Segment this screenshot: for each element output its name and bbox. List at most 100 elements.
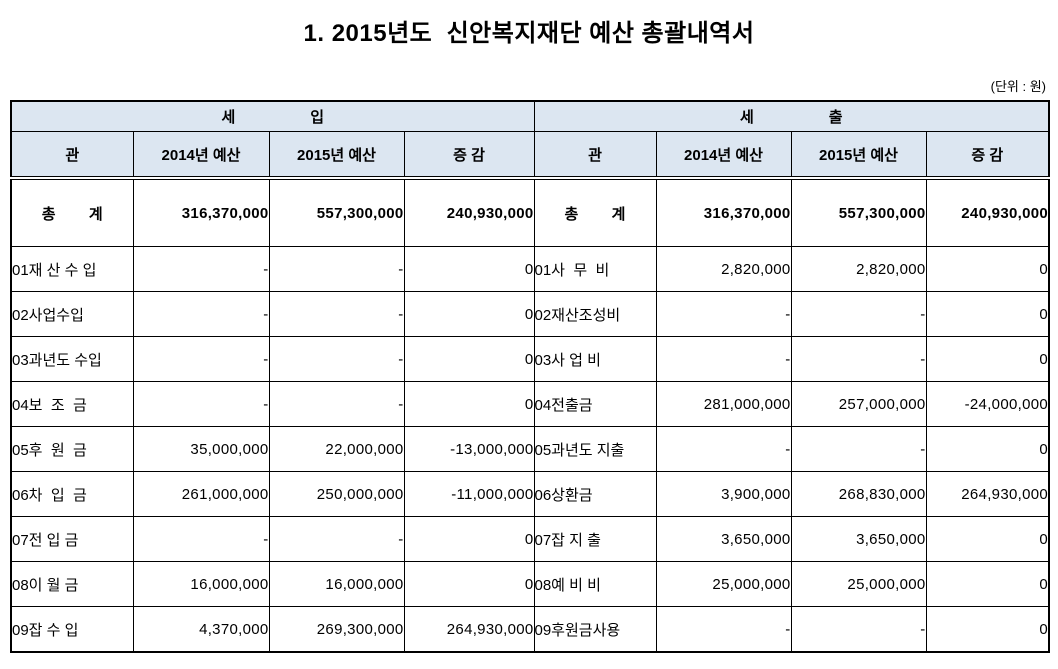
- budget-2014-cell: 4,370,000: [132, 606, 270, 653]
- category-cell: 06차 입 금: [10, 471, 134, 517]
- budget-2015-cell: -: [790, 606, 927, 653]
- change-cell: 0: [403, 381, 535, 427]
- change-cell: 0: [925, 606, 1050, 653]
- col-header-revenue-2015: 2015년 예산: [268, 131, 405, 180]
- table-row: 02사업수입 - - 0 02재산조성비 - - 0: [10, 291, 1050, 337]
- change-cell: 0: [925, 561, 1050, 607]
- category-cell: 05후 원 금: [10, 426, 134, 472]
- total-row: 총 계 316,370,000 557,300,000 240,930,000 …: [10, 177, 1050, 247]
- budget-table: 세 입 세 출 관 2014년 예산 2015년 예산 증 감 관 2014년 …: [10, 100, 1050, 653]
- category-cell: 09후원금사용: [533, 606, 657, 653]
- change-cell: 0: [403, 336, 535, 382]
- col-header-expenditure-change: 증 감: [925, 131, 1050, 180]
- table-row: 06차 입 금 261,000,000 250,000,000 -11,000,…: [10, 471, 1050, 517]
- budget-2015-cell: 22,000,000: [268, 426, 405, 472]
- category-cell: 총 계: [533, 177, 657, 247]
- budget-2014-cell: -: [132, 336, 270, 382]
- change-cell: 0: [403, 291, 535, 337]
- budget-2014-cell: 316,370,000: [132, 177, 270, 247]
- category-cell: 09잡 수 입: [10, 606, 134, 653]
- table-row: 07전 입 금 - - 0 07잡 지 출 3,650,000 3,650,00…: [10, 516, 1050, 562]
- unit-note: (단위 : 원): [990, 79, 1046, 94]
- budget-2015-cell: -: [268, 336, 405, 382]
- budget-2014-cell: -: [132, 516, 270, 562]
- change-cell: -24,000,000: [925, 381, 1050, 427]
- budget-2015-cell: 2,820,000: [790, 246, 927, 292]
- budget-2015-cell: 3,650,000: [790, 516, 927, 562]
- budget-2014-cell: -: [655, 606, 792, 653]
- budget-2015-cell: -: [790, 336, 927, 382]
- budget-2015-cell: -: [268, 246, 405, 292]
- budget-2014-cell: -: [132, 246, 270, 292]
- group-header-revenue: 세 입: [10, 100, 535, 132]
- column-header-row: 관 2014년 예산 2015년 예산 증 감 관 2014년 예산 2015년…: [10, 131, 1050, 180]
- budget-2014-cell: -: [655, 291, 792, 337]
- budget-2015-cell: -: [268, 291, 405, 337]
- budget-2015-cell: -: [790, 426, 927, 472]
- budget-2014-cell: 3,900,000: [655, 471, 792, 517]
- category-cell: 06상환금: [533, 471, 657, 517]
- change-cell: 0: [925, 336, 1050, 382]
- table-row: 03과년도 수입 - - 0 03사 업 비 - - 0: [10, 336, 1050, 382]
- change-cell: -13,000,000: [403, 426, 535, 472]
- budget-2014-cell: 281,000,000: [655, 381, 792, 427]
- budget-2014-cell: -: [655, 336, 792, 382]
- group-header-expenditure: 세 출: [533, 100, 1050, 132]
- budget-2014-cell: -: [132, 381, 270, 427]
- table-row: 09잡 수 입 4,370,000 269,300,000 264,930,00…: [10, 606, 1050, 653]
- budget-2014-cell: 261,000,000: [132, 471, 270, 517]
- change-cell: 264,930,000: [403, 606, 535, 653]
- category-cell: 01사 무 비: [533, 246, 657, 292]
- budget-2014-cell: -: [655, 426, 792, 472]
- page-title: 1. 2015년도 신안복지재단 예산 총괄내역서: [303, 20, 755, 47]
- budget-2014-cell: 316,370,000: [655, 177, 792, 247]
- change-cell: 0: [925, 291, 1050, 337]
- change-cell: 0: [403, 246, 535, 292]
- category-cell: 07전 입 금: [10, 516, 134, 562]
- category-cell: 04전출금: [533, 381, 657, 427]
- change-cell: 0: [925, 426, 1050, 472]
- category-cell: 08이 월 금: [10, 561, 134, 607]
- budget-2014-cell: 2,820,000: [655, 246, 792, 292]
- category-cell: 05과년도 지출: [533, 426, 657, 472]
- change-cell: 240,930,000: [925, 177, 1050, 247]
- change-cell: -11,000,000: [403, 471, 535, 517]
- budget-2015-cell: 557,300,000: [268, 177, 405, 247]
- category-cell: 03사 업 비: [533, 336, 657, 382]
- col-header-revenue-change: 증 감: [403, 131, 535, 180]
- category-cell: 02사업수입: [10, 291, 134, 337]
- category-cell: 01재 산 수 입: [10, 246, 134, 292]
- col-header-expenditure-category: 관: [533, 131, 657, 180]
- change-cell: 264,930,000: [925, 471, 1050, 517]
- col-header-revenue-2014: 2014년 예산: [132, 131, 270, 180]
- table-row: 04보 조 금 - - 0 04전출금 281,000,000 257,000,…: [10, 381, 1050, 427]
- change-cell: 0: [403, 561, 535, 607]
- change-cell: 0: [925, 246, 1050, 292]
- category-cell: 03과년도 수입: [10, 336, 134, 382]
- category-cell: 04보 조 금: [10, 381, 134, 427]
- budget-2015-cell: 257,000,000: [790, 381, 927, 427]
- category-cell: 07잡 지 출: [533, 516, 657, 562]
- change-cell: 0: [403, 516, 535, 562]
- category-cell: 02재산조성비: [533, 291, 657, 337]
- budget-2014-cell: 35,000,000: [132, 426, 270, 472]
- category-cell: 08예 비 비: [533, 561, 657, 607]
- table-row: 05후 원 금 35,000,000 22,000,000 -13,000,00…: [10, 426, 1050, 472]
- col-header-expenditure-2014: 2014년 예산: [655, 131, 792, 180]
- category-cell: 총 계: [10, 177, 134, 247]
- change-cell: 240,930,000: [403, 177, 535, 247]
- change-cell: 0: [925, 516, 1050, 562]
- budget-2015-cell: 268,830,000: [790, 471, 927, 517]
- budget-2014-cell: 16,000,000: [132, 561, 270, 607]
- table-row: 01재 산 수 입 - - 0 01사 무 비 2,820,000 2,820,…: [10, 246, 1050, 292]
- budget-2015-cell: -: [268, 381, 405, 427]
- budget-2015-cell: 16,000,000: [268, 561, 405, 607]
- table-row: 08이 월 금 16,000,000 16,000,000 0 08예 비 비 …: [10, 561, 1050, 607]
- col-header-expenditure-2015: 2015년 예산: [790, 131, 927, 180]
- budget-2014-cell: 25,000,000: [655, 561, 792, 607]
- budget-2014-cell: -: [132, 291, 270, 337]
- budget-2015-cell: -: [268, 516, 405, 562]
- budget-2015-cell: 250,000,000: [268, 471, 405, 517]
- col-header-revenue-category: 관: [10, 131, 134, 180]
